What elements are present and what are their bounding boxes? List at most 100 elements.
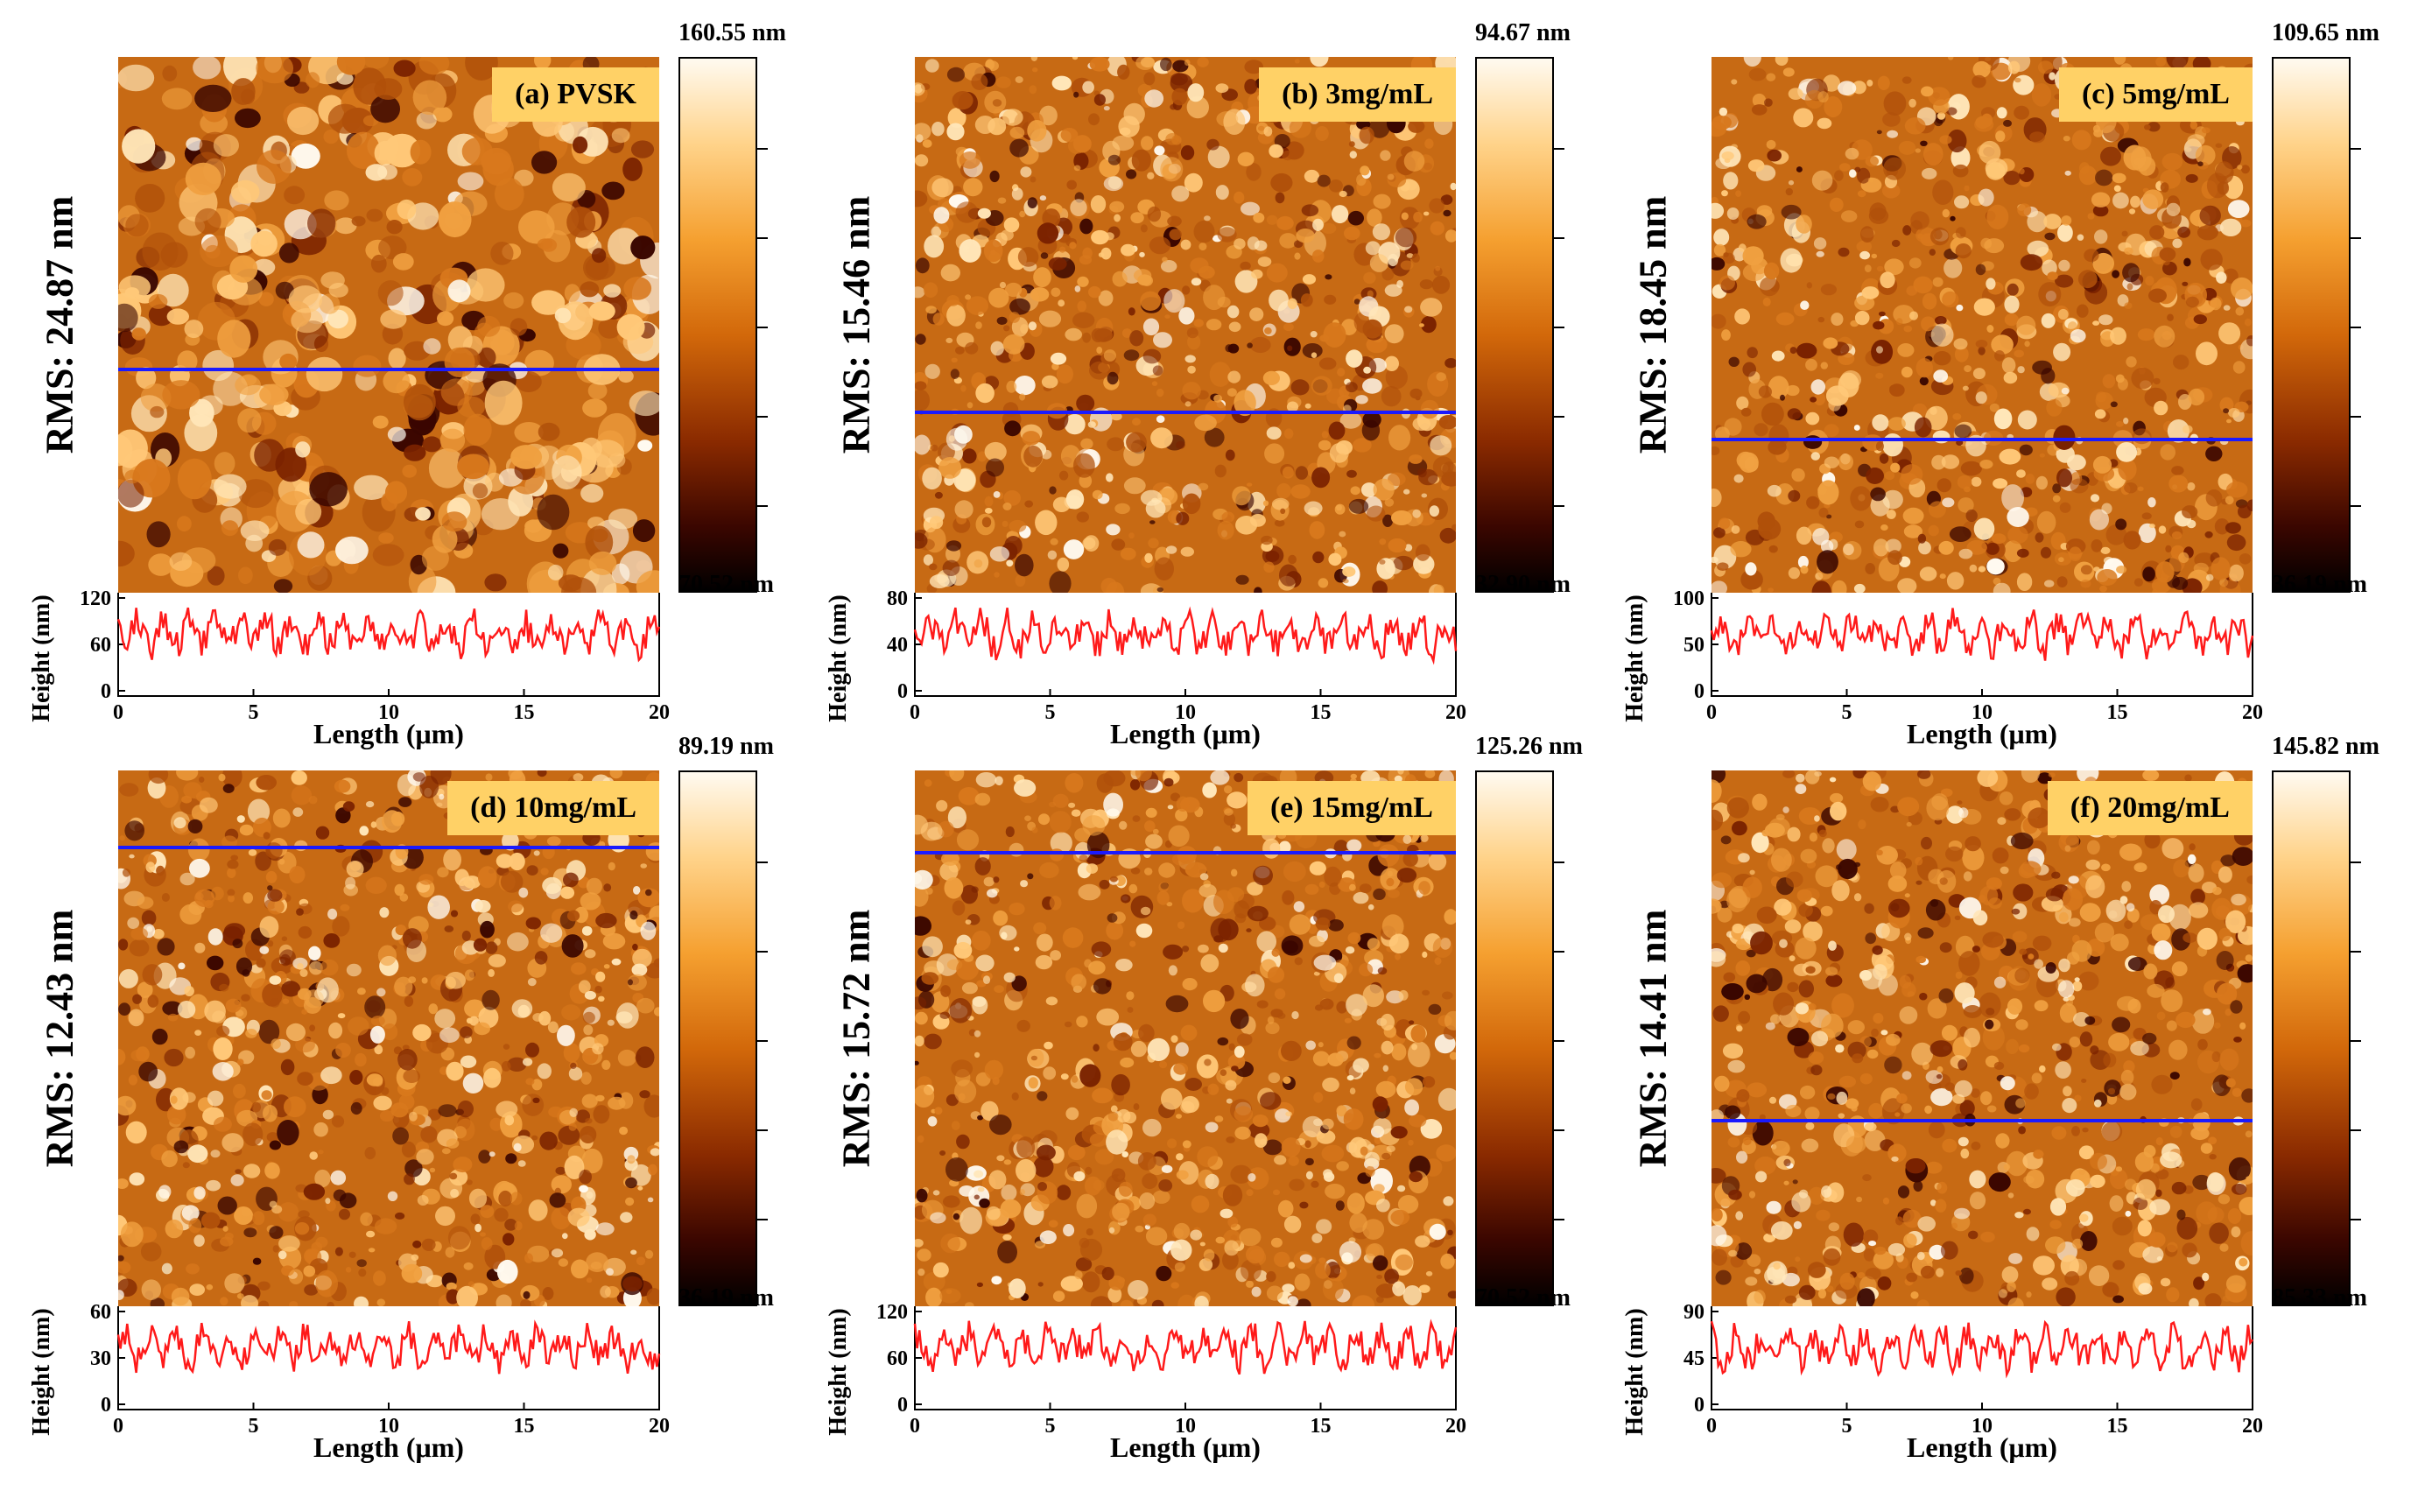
afm-grain [1057, 557, 1070, 572]
afm-grain [1024, 815, 1031, 821]
afm-grain [1076, 511, 1089, 523]
afm-grain [1930, 1088, 1953, 1107]
afm-grain [2016, 469, 2026, 478]
afm-grain [1050, 538, 1058, 545]
colorbar-tick [2349, 505, 2361, 507]
afm-grain [2209, 1222, 2229, 1244]
afm-grain [1089, 1133, 1108, 1147]
afm-grain [2147, 983, 2165, 998]
afm-grain [2082, 1127, 2089, 1133]
y-tick-label: 40 [887, 634, 908, 657]
afm-grain [1788, 179, 1795, 186]
afm-grain [1127, 1007, 1134, 1013]
afm-grain [1740, 569, 1763, 590]
afm-grain [938, 457, 962, 479]
colorbar-min-label: 36.19 nm [678, 1284, 774, 1312]
afm-grain [1394, 775, 1402, 783]
afm-grain [268, 538, 287, 556]
afm-grain [1717, 562, 1729, 571]
afm-grain [1995, 130, 2006, 143]
afm-grain [1083, 535, 1100, 552]
afm-grain [1241, 201, 1260, 216]
afm-grain [1045, 996, 1058, 1006]
afm-grain [2070, 329, 2086, 343]
afm-grain [376, 1298, 386, 1306]
afm-grain [1346, 469, 1357, 478]
afm-grain [2016, 315, 2036, 335]
afm-grain [118, 479, 144, 508]
afm-grain [241, 994, 250, 1002]
afm-grain [915, 434, 931, 455]
afm-grain [1886, 510, 1896, 519]
afm-grain [551, 1206, 572, 1230]
afm-grain [258, 292, 274, 306]
y-tick-label: 60 [90, 634, 111, 657]
afm-grain [1754, 423, 1768, 437]
afm-grain [1126, 169, 1137, 179]
afm-grain [1422, 951, 1428, 958]
afm-grain [947, 108, 966, 128]
afm-grain [2193, 314, 2207, 325]
afm-grain [1439, 527, 1456, 544]
afm-grain [1170, 792, 1181, 802]
afm-grain [397, 199, 417, 220]
afm-grain [2155, 57, 2166, 67]
afm-grain [1717, 906, 1733, 923]
afm-grain [2016, 573, 2033, 591]
afm-texture [118, 57, 659, 593]
afm-grain [1287, 345, 1293, 352]
afm-grain [1929, 227, 1950, 246]
afm-grain [494, 178, 524, 211]
afm-grain [1395, 1254, 1413, 1271]
afm-grain [1128, 532, 1135, 539]
afm-grain [178, 962, 186, 970]
length-axis-label: Length (μm) [1907, 718, 2057, 749]
afm-grain [643, 1094, 659, 1118]
afm-grain [1838, 1075, 1856, 1088]
afm-grain [1986, 1105, 1997, 1113]
y-tick-label: 120 [876, 1301, 908, 1324]
afm-grain [2241, 1088, 2253, 1103]
afm-grain [1408, 1139, 1414, 1146]
afm-grain [1009, 312, 1020, 323]
afm-grain [1163, 777, 1174, 787]
afm-grain [1180, 239, 1191, 250]
x-tick-label: 15 [2107, 701, 2128, 724]
profile-axes [117, 1306, 660, 1410]
afm-grain [1274, 988, 1286, 1000]
y-tick-label: 100 [1673, 587, 1705, 610]
afm-grain [2058, 557, 2064, 563]
afm-grain [2182, 425, 2193, 434]
afm-grain [514, 1220, 523, 1231]
afm-grain [2057, 223, 2073, 243]
afm-grain [2049, 1198, 2067, 1216]
afm-grain [1049, 571, 1072, 593]
afm-grain [446, 1061, 464, 1081]
afm-grain [1050, 832, 1072, 854]
afm-grain [1003, 1159, 1012, 1165]
afm-grain [439, 1027, 460, 1044]
afm-grain [1934, 316, 1947, 325]
afm-grain [2246, 875, 2253, 884]
afm-grain [640, 863, 647, 869]
afm-grain [1323, 322, 1346, 348]
afm-grain [1151, 1299, 1164, 1306]
afm-grain [1731, 525, 1740, 534]
afm-grain [2219, 218, 2242, 236]
afm-grain [1986, 325, 1994, 333]
afm-grain [278, 858, 285, 865]
afm-grain [318, 1150, 324, 1155]
afm-grain [1887, 417, 1906, 431]
afm-grain [1213, 935, 1224, 943]
afm-grain [1980, 1231, 1995, 1243]
colorbar-max-label: 125.26 nm [1475, 733, 1583, 760]
afm-grain [1274, 519, 1285, 527]
afm-grain [402, 1044, 410, 1051]
afm-grain [1009, 519, 1027, 533]
afm-grain [2160, 182, 2169, 193]
afm-grain [1868, 207, 1889, 224]
afm-grain [1853, 583, 1866, 593]
afm-grain [161, 88, 193, 110]
afm-grain [1167, 1138, 1177, 1149]
